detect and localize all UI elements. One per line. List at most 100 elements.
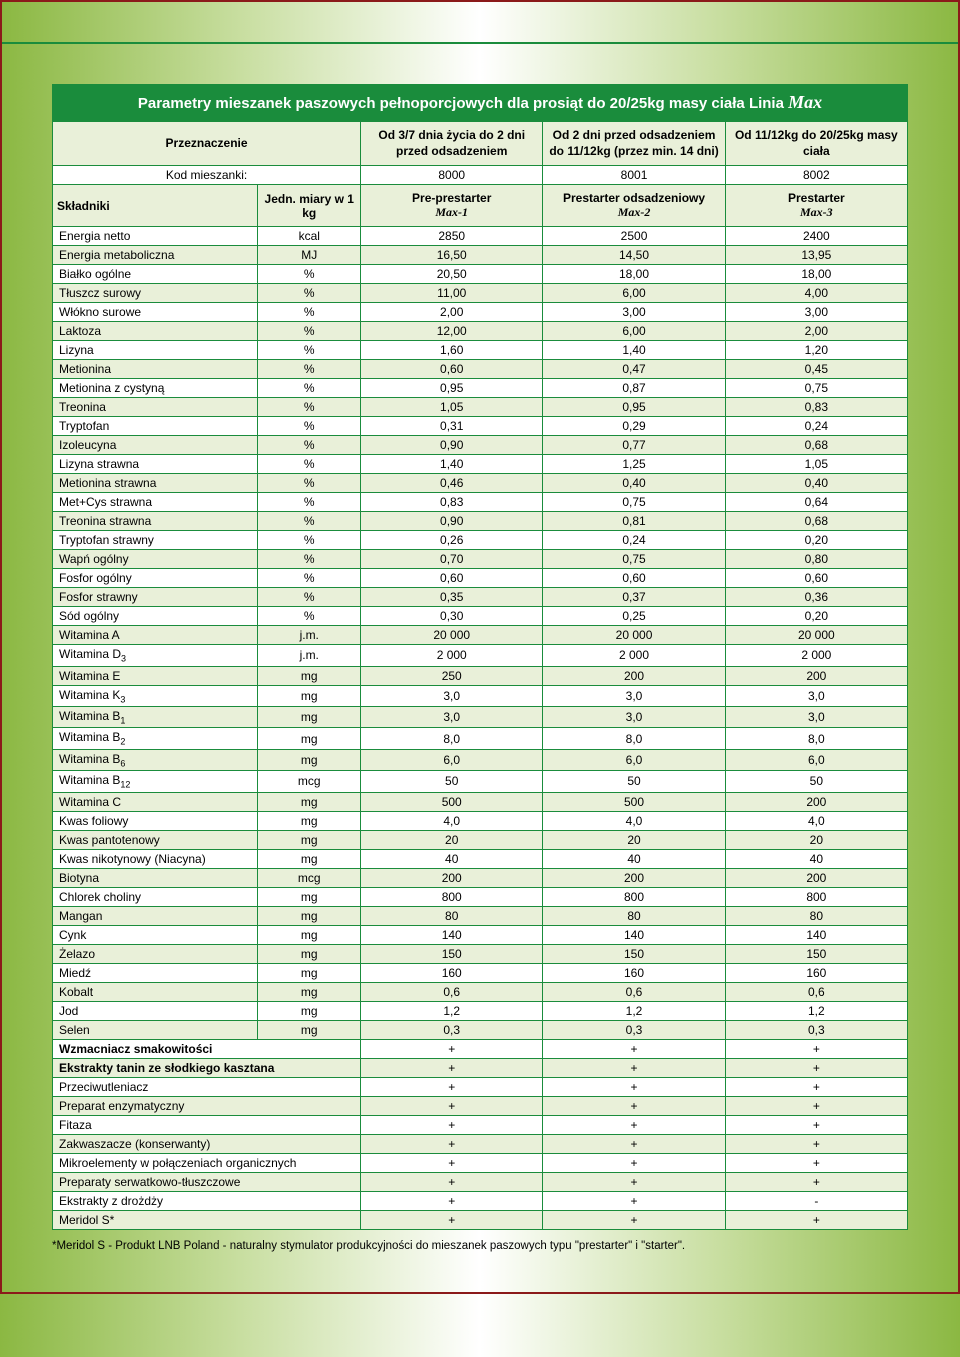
skladniki-label: Składniki bbox=[53, 185, 258, 227]
row-value: 4,0 bbox=[361, 811, 543, 830]
row-unit: % bbox=[258, 360, 361, 379]
row-unit: % bbox=[258, 303, 361, 322]
row-name: Lizyna bbox=[53, 341, 258, 360]
row-value: + bbox=[361, 1210, 543, 1229]
row-name: Preparat enzymatyczny bbox=[53, 1096, 361, 1115]
table-row: Tłuszcz surowy%11,006,004,00 bbox=[53, 284, 908, 303]
row-unit: mg bbox=[258, 685, 361, 706]
row-unit: % bbox=[258, 588, 361, 607]
row-unit: mg bbox=[258, 728, 361, 749]
header-col2: Od 2 dni przed odsadzeniem do 11/12kg (p… bbox=[543, 122, 725, 166]
row-value: 0,75 bbox=[543, 493, 725, 512]
row-value: 6,0 bbox=[361, 749, 543, 770]
row-value: 6,00 bbox=[543, 322, 725, 341]
row-name: Meridol S* bbox=[53, 1210, 361, 1229]
row-value: 160 bbox=[725, 963, 907, 982]
kod-0: 8000 bbox=[361, 166, 543, 185]
row-unit: % bbox=[258, 265, 361, 284]
table-row: Fosfor ogólny%0,600,600,60 bbox=[53, 569, 908, 588]
table-row: Tryptofan strawny%0,260,240,20 bbox=[53, 531, 908, 550]
table-row: Jodmg1,21,21,2 bbox=[53, 1001, 908, 1020]
page-top-bar bbox=[2, 2, 958, 42]
row-value: 0,60 bbox=[543, 569, 725, 588]
row-value: 3,0 bbox=[725, 706, 907, 727]
table-row: Izoleucyna%0,900,770,68 bbox=[53, 436, 908, 455]
table-row: Tryptofan%0,310,290,24 bbox=[53, 417, 908, 436]
row-value: 0,68 bbox=[725, 436, 907, 455]
row-value: 18,00 bbox=[725, 265, 907, 284]
row-unit: j.m. bbox=[258, 645, 361, 666]
table-row: Włókno surowe%2,003,003,00 bbox=[53, 303, 908, 322]
row-value: 3,00 bbox=[543, 303, 725, 322]
row-value: 16,50 bbox=[361, 246, 543, 265]
row-value: 800 bbox=[725, 887, 907, 906]
row-value: + bbox=[361, 1172, 543, 1191]
row-value: 0,95 bbox=[361, 379, 543, 398]
row-name: Miedź bbox=[53, 963, 258, 982]
row-value: + bbox=[725, 1134, 907, 1153]
row-name: Witamina D3 bbox=[53, 645, 258, 666]
table-row: Witamina B1mg3,03,03,0 bbox=[53, 706, 908, 727]
row-value: 1,20 bbox=[725, 341, 907, 360]
row-unit: mg bbox=[258, 666, 361, 685]
row-unit: mg bbox=[258, 887, 361, 906]
row-name: Laktoza bbox=[53, 322, 258, 341]
row-value: 0,20 bbox=[725, 531, 907, 550]
row-unit: % bbox=[258, 417, 361, 436]
row-name: Włókno surowe bbox=[53, 303, 258, 322]
row-value: 0,46 bbox=[361, 474, 543, 493]
row-name: Metionina z cystyną bbox=[53, 379, 258, 398]
feed-parameters-table: Przeznaczenie Od 3/7 dnia życia do 2 dni… bbox=[52, 121, 908, 1230]
row-value: + bbox=[543, 1134, 725, 1153]
row-unit: % bbox=[258, 341, 361, 360]
row-value: + bbox=[543, 1191, 725, 1210]
row-value: 0,25 bbox=[543, 607, 725, 626]
row-value: 50 bbox=[543, 771, 725, 792]
row-value: + bbox=[725, 1096, 907, 1115]
row-value: 4,0 bbox=[725, 811, 907, 830]
table-row: Witamina B12mcg505050 bbox=[53, 771, 908, 792]
table-row: Kobaltmg0,60,60,6 bbox=[53, 982, 908, 1001]
row-value: 0,3 bbox=[543, 1020, 725, 1039]
row-value: 6,0 bbox=[725, 749, 907, 770]
row-name: Kwas nikotynowy (Niacyna) bbox=[53, 849, 258, 868]
row-unit: % bbox=[258, 531, 361, 550]
row-value: 11,00 bbox=[361, 284, 543, 303]
row-name: Mikroelementy w połączeniach organicznyc… bbox=[53, 1153, 361, 1172]
kod-1: 8001 bbox=[543, 166, 725, 185]
row-value: 2850 bbox=[361, 227, 543, 246]
row-value: 20 000 bbox=[543, 626, 725, 645]
row-name: Witamina B1 bbox=[53, 706, 258, 727]
kod-label: Kod mieszanki: bbox=[53, 166, 361, 185]
row-name: Fosfor strawny bbox=[53, 588, 258, 607]
row-value: 8,0 bbox=[361, 728, 543, 749]
row-value: 0,20 bbox=[725, 607, 907, 626]
table-row: Fitaza+++ bbox=[53, 1115, 908, 1134]
row-name: Preparaty serwatkowo-tłuszczowe bbox=[53, 1172, 361, 1191]
row-name: Witamina E bbox=[53, 666, 258, 685]
table-row: Chlorek cholinymg800800800 bbox=[53, 887, 908, 906]
row-value: 6,0 bbox=[543, 749, 725, 770]
row-name: Fosfor ogólny bbox=[53, 569, 258, 588]
row-value: 0,45 bbox=[725, 360, 907, 379]
row-name: Selen bbox=[53, 1020, 258, 1039]
table-row: Metionina%0,600,470,45 bbox=[53, 360, 908, 379]
row-name: Przeciwutleniacz bbox=[53, 1077, 361, 1096]
row-value: 150 bbox=[361, 944, 543, 963]
row-value: 1,05 bbox=[725, 455, 907, 474]
row-name: Energia metaboliczna bbox=[53, 246, 258, 265]
row-name: Fitaza bbox=[53, 1115, 361, 1134]
row-value: 3,00 bbox=[725, 303, 907, 322]
row-value: 250 bbox=[361, 666, 543, 685]
row-name: Zakwaszacze (konserwanty) bbox=[53, 1134, 361, 1153]
row-unit: % bbox=[258, 607, 361, 626]
row-value: + bbox=[361, 1058, 543, 1077]
row-unit: % bbox=[258, 436, 361, 455]
kod-2: 8002 bbox=[725, 166, 907, 185]
row-name: Wapń ogólny bbox=[53, 550, 258, 569]
table-row: Wzmacniacz smakowitości+++ bbox=[53, 1039, 908, 1058]
row-value: 0,40 bbox=[725, 474, 907, 493]
table-row: Preparaty serwatkowo-tłuszczowe+++ bbox=[53, 1172, 908, 1191]
row-name: Jod bbox=[53, 1001, 258, 1020]
row-value: 2 000 bbox=[543, 645, 725, 666]
